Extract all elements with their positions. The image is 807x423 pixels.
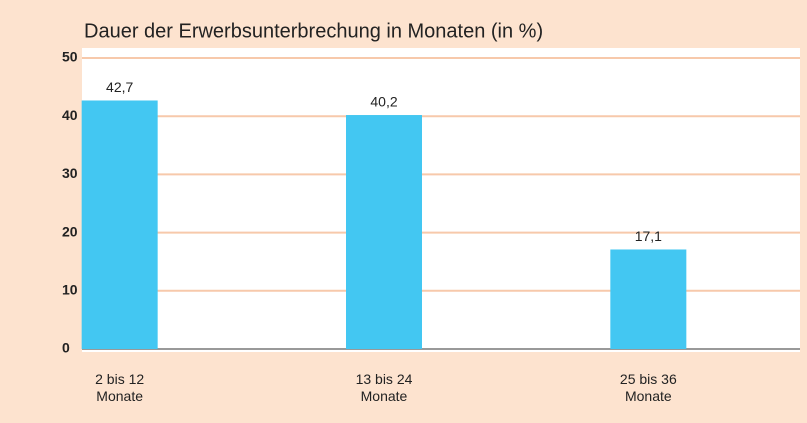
- y-tick-label: 0: [62, 340, 70, 356]
- chart-title: Dauer der Erwerbsunterbrechung in Monate…: [84, 20, 543, 42]
- y-tick-label: 20: [62, 223, 78, 239]
- x-tick-label: 25 bis 36 Monate: [619, 371, 677, 404]
- data-label: 17,1: [635, 228, 662, 244]
- y-tick-label: 10: [62, 282, 78, 298]
- x-tick-label: 2 bis 12 Monate: [95, 371, 145, 404]
- data-label: 40,2: [370, 94, 397, 110]
- bar: [81, 100, 158, 350]
- bar: [610, 249, 687, 349]
- data-label: 42,7: [106, 79, 133, 95]
- bar: [346, 115, 422, 349]
- plot-area: [82, 48, 800, 352]
- y-tick-label: 50: [62, 49, 78, 65]
- y-tick-label: 30: [62, 165, 78, 181]
- y-tick-label: 40: [62, 107, 78, 123]
- x-tick-label: 13 bis 24 Monate: [355, 371, 413, 404]
